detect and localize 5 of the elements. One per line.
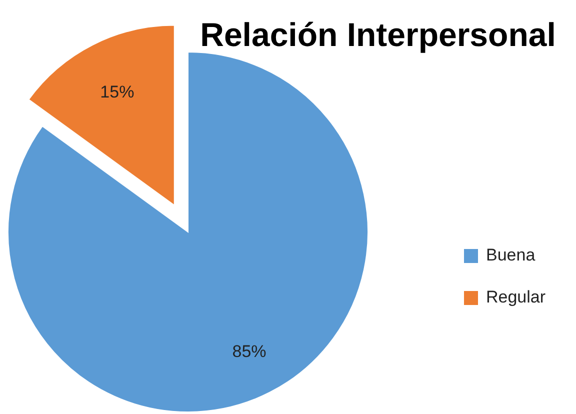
chart-title: Relación Interpersonal <box>200 16 556 53</box>
data-label: 15% <box>100 82 134 102</box>
legend-label: Buena <box>486 245 536 264</box>
legend-label: Regular <box>486 287 546 306</box>
data-label: 85% <box>232 342 266 361</box>
